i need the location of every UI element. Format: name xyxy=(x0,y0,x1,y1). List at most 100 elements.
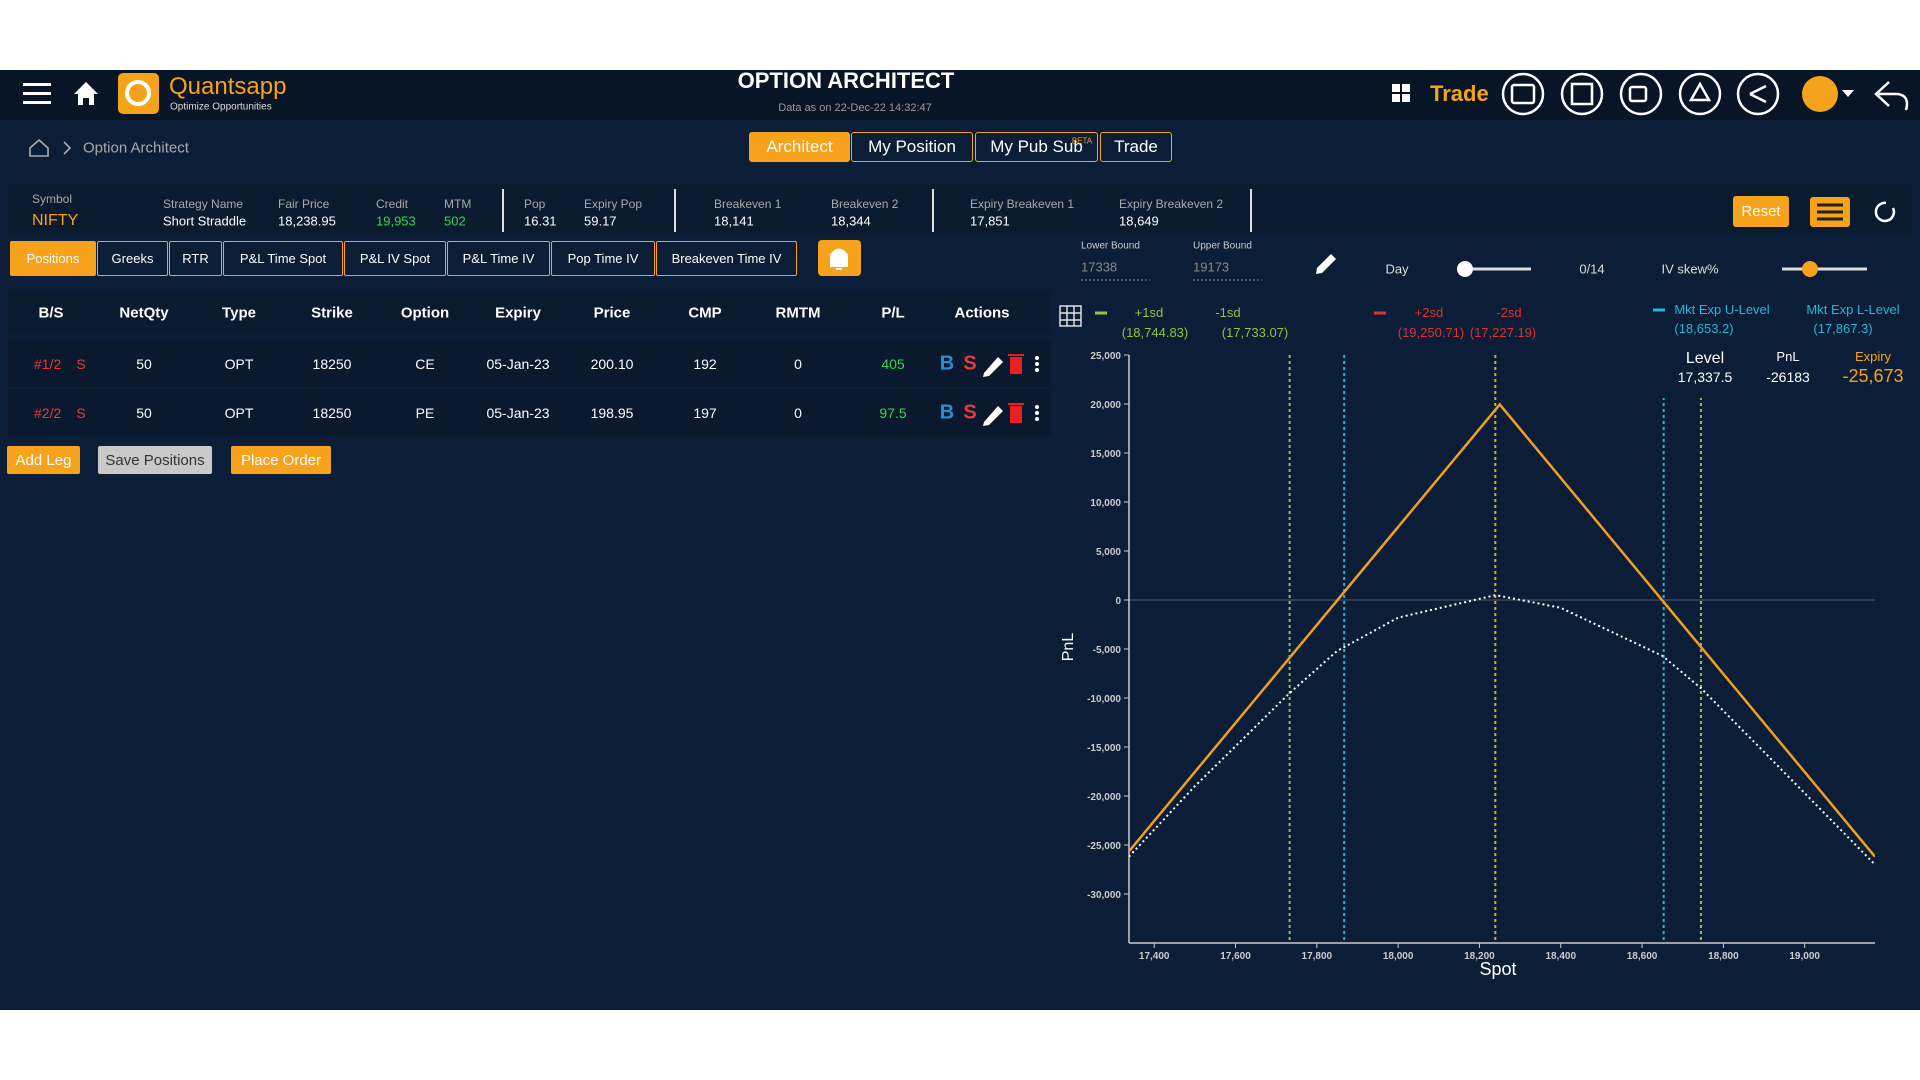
x-tick-label: 17,400 xyxy=(1139,951,1170,962)
subtab[interactable]: P&L Time Spot xyxy=(223,241,343,276)
tooltip-label: Level xyxy=(1686,350,1724,367)
y-axis-label: PnL xyxy=(1060,633,1077,662)
breadcrumb-home[interactable] xyxy=(29,138,49,157)
cell: 0 xyxy=(794,356,802,372)
trade-link[interactable]: Trade xyxy=(1430,81,1489,106)
legend-value: (17,227.19) xyxy=(1470,325,1537,340)
iv-knob[interactable] xyxy=(1802,261,1818,277)
payoff-line xyxy=(1129,594,1875,866)
day-label: Day xyxy=(1385,261,1409,277)
action-button[interactable]: Add Leg xyxy=(7,446,80,474)
more-action[interactable] xyxy=(1035,362,1039,366)
summary-value: Short Straddle xyxy=(163,213,247,229)
reset-button[interactable]: Reset xyxy=(1733,196,1789,227)
legend-label: Mkt Exp U-Level xyxy=(1674,302,1769,317)
cell: S xyxy=(76,356,86,372)
table-icon[interactable] xyxy=(1059,305,1082,327)
tab[interactable]: My Position xyxy=(851,132,973,162)
legend-label: -2sd xyxy=(1496,305,1521,320)
refresh-icon[interactable] xyxy=(1874,201,1896,223)
logo-mark xyxy=(125,80,151,106)
more-action[interactable] xyxy=(1035,368,1039,372)
edit-icon[interactable] xyxy=(1316,254,1336,274)
summary-label: Breakeven 1 xyxy=(714,197,782,211)
tagline: Optimize Opportunities xyxy=(170,101,272,113)
avatar[interactable] xyxy=(1802,76,1838,112)
action[interactable]: S xyxy=(963,352,977,375)
tab[interactable]: Trade xyxy=(1100,132,1172,162)
cell: 50 xyxy=(136,405,152,421)
action-button[interactable]: Save Positions xyxy=(98,446,212,474)
cell: #1/2 xyxy=(34,356,62,372)
tooltip-value: 17,337.5 xyxy=(1678,369,1733,385)
menu-icon[interactable] xyxy=(23,83,51,104)
legend-label: Mkt Exp L-Level xyxy=(1806,302,1899,317)
home-icon[interactable] xyxy=(74,82,98,105)
cell: PE xyxy=(415,405,435,421)
cell: 200.10 xyxy=(590,356,634,372)
column-header: Expiry xyxy=(495,304,541,322)
column-header: P/L xyxy=(881,304,905,322)
y-tick-label: 25,000 xyxy=(1090,351,1121,362)
subtab[interactable]: Positions xyxy=(10,241,96,276)
brand: Quantsapp xyxy=(169,73,287,100)
summary-label: Expiry Breakeven 2 xyxy=(1119,197,1224,211)
action[interactable]: B xyxy=(939,401,955,424)
edit-action[interactable] xyxy=(983,406,1003,426)
x-tick-label: 17,600 xyxy=(1220,951,1251,962)
column-header: Type xyxy=(222,304,256,322)
top-bar xyxy=(0,70,1920,120)
summary-value: 17,851 xyxy=(970,213,1010,229)
edit-action[interactable] xyxy=(983,357,1003,377)
cell: OPT xyxy=(224,356,254,372)
summary-value: 502 xyxy=(444,213,466,229)
legend-label: +2sd xyxy=(1415,305,1444,320)
delete-action[interactable] xyxy=(1010,357,1022,374)
subtab[interactable]: Pop Time IV xyxy=(551,241,655,276)
chart: 25,000 20,000 15,000 10,000 5,000 0 -5,000 -10,… xyxy=(1060,302,1920,979)
legend-value: (18,653.2) xyxy=(1674,321,1733,336)
column-header: NetQty xyxy=(119,304,169,322)
tooltip-value: -25,673 xyxy=(1842,366,1903,386)
y-tick-label: 10,000 xyxy=(1090,498,1121,509)
cell: 50 xyxy=(136,356,152,372)
cell: S xyxy=(76,405,86,421)
day-knob[interactable] xyxy=(1457,261,1473,277)
tab[interactable]: Architect xyxy=(749,132,850,162)
logo[interactable] xyxy=(118,73,159,114)
row-bg xyxy=(8,340,1051,387)
subtab[interactable]: Breakeven Time IV xyxy=(656,241,797,276)
action[interactable]: B xyxy=(939,352,955,375)
more-action[interactable] xyxy=(1035,356,1039,360)
action-button[interactable]: Place Order xyxy=(231,446,331,474)
cell: 405 xyxy=(881,356,905,372)
table-head-bg xyxy=(8,291,1051,333)
bound-label: Lower Bound xyxy=(1081,240,1140,252)
apps-icon[interactable] xyxy=(1392,84,1410,102)
plot-area xyxy=(1129,355,1875,943)
subtab[interactable]: P&L IV Spot xyxy=(344,241,446,276)
tooltip-value: -26183 xyxy=(1766,369,1810,385)
delete-action[interactable] xyxy=(1010,406,1022,423)
cell: 97.5 xyxy=(879,405,907,421)
more-action[interactable] xyxy=(1035,405,1039,409)
subtab[interactable]: Greeks xyxy=(97,241,168,276)
summary-label: Pop xyxy=(524,197,546,211)
beta-badge: BETA xyxy=(1071,136,1093,146)
cell: CE xyxy=(415,356,435,372)
header-icons[interactable] xyxy=(1501,72,1909,116)
y-tick-label: -30,000 xyxy=(1087,890,1121,901)
more-action[interactable] xyxy=(1035,417,1039,421)
tab[interactable]: My Pub Sub xyxy=(975,132,1098,162)
x-tick-label: 19,000 xyxy=(1789,951,1820,962)
subtab[interactable]: RTR xyxy=(169,241,222,276)
y-tick-label: 20,000 xyxy=(1090,400,1121,411)
more-action[interactable] xyxy=(1035,411,1039,415)
avatar-caret[interactable] xyxy=(1842,90,1854,97)
cell: 197 xyxy=(693,405,717,421)
subtab[interactable]: P&L Time IV xyxy=(447,241,550,276)
action[interactable]: S xyxy=(963,401,977,424)
legend-value: (19,250.71) xyxy=(1398,325,1465,340)
